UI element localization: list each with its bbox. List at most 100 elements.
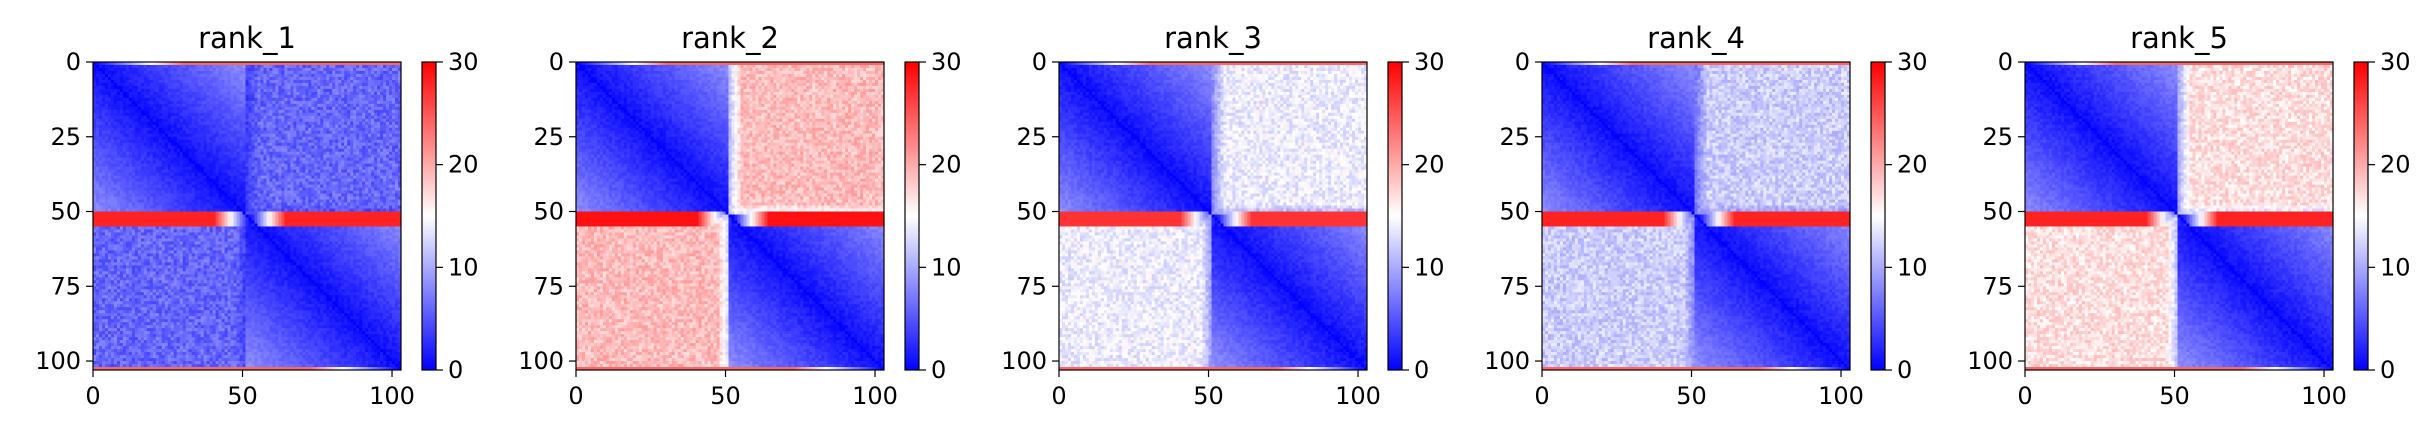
heatmap-cell [150,68,153,71]
heatmap-cell [356,98,359,101]
heatmap-cell [341,83,344,86]
heatmap-cell [147,68,150,71]
heatmap-cell [254,80,257,83]
heatmap-cell [171,101,174,104]
heatmap-cell [320,92,323,95]
heatmap-cell [275,89,278,92]
heatmap-cell [317,95,320,98]
heatmap-cell [120,80,123,83]
heatmap-cell [302,74,305,77]
heatmap-cell [219,119,222,122]
heatmap-cell [207,80,210,83]
heatmap-cell [365,77,368,80]
heatmap-cell [287,107,290,110]
heatmap-cell [183,110,186,113]
heatmap-cell [272,107,275,110]
heatmap-cell [117,65,120,68]
heatmap-cell [210,92,213,95]
heatmap-cell [305,110,308,113]
heatmap-cell [165,80,168,83]
heatmap-cell [216,113,219,116]
heatmap-cell [165,107,168,110]
heatmap-cell [350,104,353,107]
heatmap-cell [395,68,398,71]
heatmap-cell [150,110,153,113]
heatmap-cell [210,116,213,119]
heatmap-cell [299,104,302,107]
heatmap-cell [126,110,129,113]
heatmap-cell [108,95,111,98]
heatmap-cell [326,119,329,122]
heatmap-cell [266,113,269,116]
heatmap-cell [272,110,275,113]
heatmap-cell [234,74,237,77]
heatmap-cell [314,77,317,80]
heatmap-cell [240,101,243,104]
heatmap-cell [192,92,195,95]
heatmap-cell [320,74,323,77]
heatmap-cell [335,95,338,98]
heatmap-cell [374,101,377,104]
heatmap-cell [171,110,174,113]
heatmap-cell [257,110,260,113]
heatmap-cell [96,113,99,116]
heatmap-cell [263,119,266,122]
heatmap-cell [260,80,263,83]
heatmap-cell [293,95,296,98]
heatmap-cell [165,98,168,101]
heatmap-cell [237,86,240,89]
heatmap-cell [198,92,201,95]
heatmap-cell [377,113,380,116]
heatmap-cell [299,80,302,83]
heatmap-cell [174,71,177,74]
heatmap-cell [275,110,278,113]
heatmap-cell [338,83,341,86]
heatmap-cell [138,65,141,68]
heatmap-cell [171,83,174,86]
heatmap-cell [344,92,347,95]
heatmap-cell [383,116,386,119]
heatmap-cell [186,71,189,74]
heatmap-cell [314,71,317,74]
heatmap-cell [359,116,362,119]
heatmap-cell [293,116,296,119]
heatmap-cell [371,89,374,92]
heatmap-cell [272,74,275,77]
heatmap-cell [120,101,123,104]
heatmap-cell [225,68,228,71]
heatmap-cell [335,83,338,86]
heatmap-cell [368,98,371,101]
heatmap-cell [287,80,290,83]
heatmap-cell [159,116,162,119]
heatmap-cell [204,86,207,89]
heatmap-cell [371,83,374,86]
heatmap-cell [240,65,243,68]
heatmap-cell [356,95,359,98]
heatmap-cell [153,110,156,113]
heatmap-cell [290,116,293,119]
heatmap-cell [99,95,102,98]
heatmap-cell [263,86,266,89]
heatmap-cell [204,80,207,83]
heatmap-cell [293,89,296,92]
heatmap-cell [371,92,374,95]
heatmap-cell [290,119,293,122]
heatmap-cell [162,110,165,113]
heatmap-cell [335,107,338,110]
heatmap-cell [207,86,210,89]
heatmap-cell [335,86,338,89]
heatmap-cell [308,74,311,77]
heatmap-cell [350,68,353,71]
heatmap-cell [192,74,195,77]
heatmap-cell [234,86,237,89]
heatmap-cell [183,77,186,80]
heatmap-cell [138,107,141,110]
heatmap-cell [105,92,108,95]
heatmap-cell [201,98,204,101]
heatmap-cell [228,74,231,77]
heatmap-cell [284,116,287,119]
heatmap-cell [365,107,368,110]
heatmap-cell [204,92,207,95]
heatmap-cell [210,86,213,89]
heatmap-cell [395,92,398,95]
